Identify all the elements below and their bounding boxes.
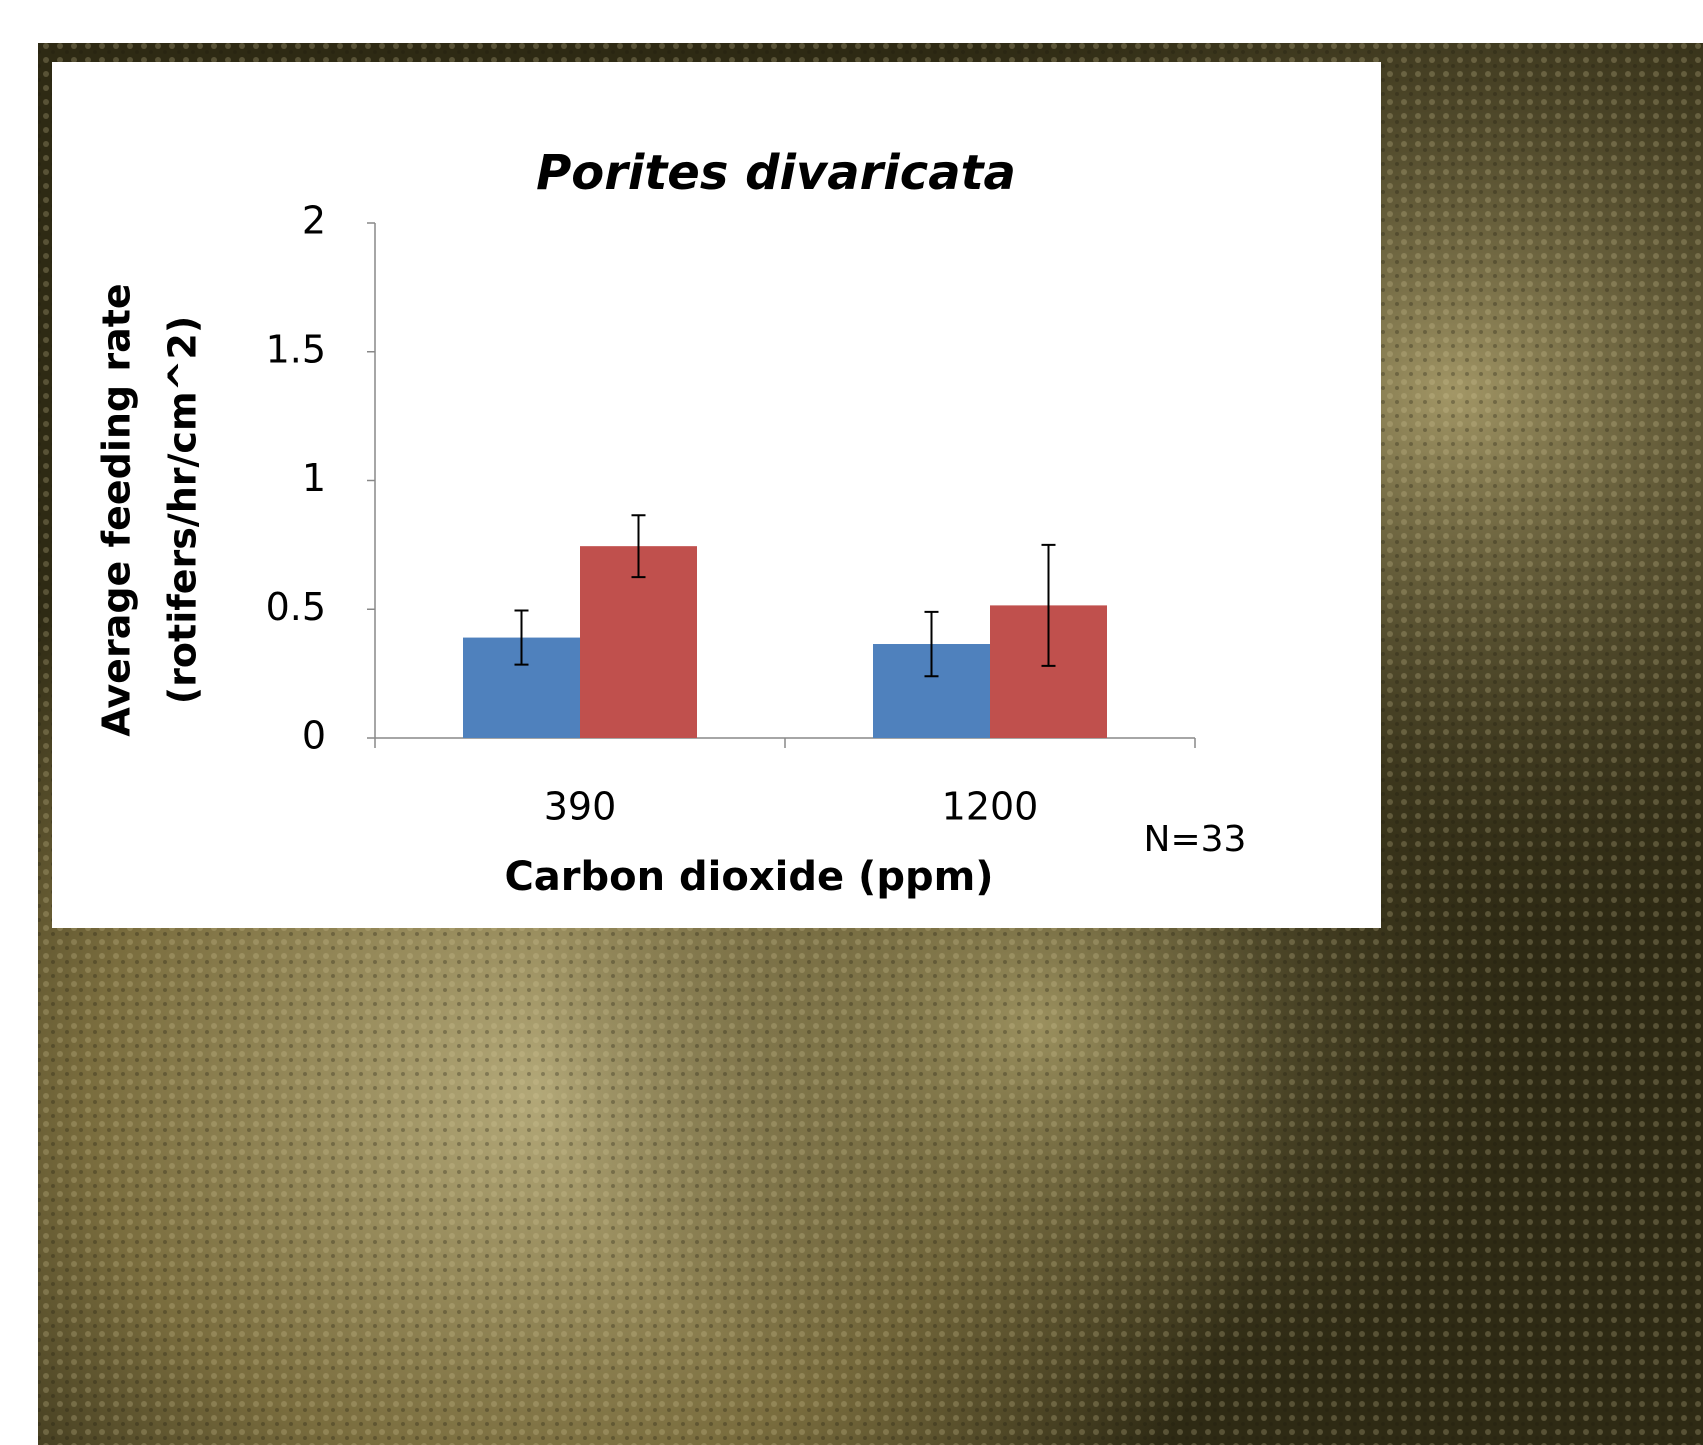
y-tick-label: 1.5 (266, 327, 326, 371)
y-axis-label: (rotifers/hr/cm^2) (161, 316, 205, 704)
chart-title: Porites divaricata (536, 145, 1016, 201)
annotation: N=33 (1144, 819, 1247, 860)
y-tick-label: 0 (302, 714, 326, 758)
x-axis-label: Carbon dioxide (ppm) (504, 854, 993, 900)
y-tick-label: 0.5 (266, 585, 326, 629)
y-tick-label: 2 (302, 199, 326, 243)
page: Porites divaricata Average feeding rate … (0, 0, 1703, 1445)
x-tick-label: 1200 (942, 785, 1039, 829)
slide: Porites divaricata Average feeding rate … (0, 0, 1703, 1445)
y-axis-label: Average feeding rate (95, 283, 139, 736)
y-tick-label: 1 (302, 456, 326, 500)
x-tick-label: 390 (544, 785, 617, 829)
